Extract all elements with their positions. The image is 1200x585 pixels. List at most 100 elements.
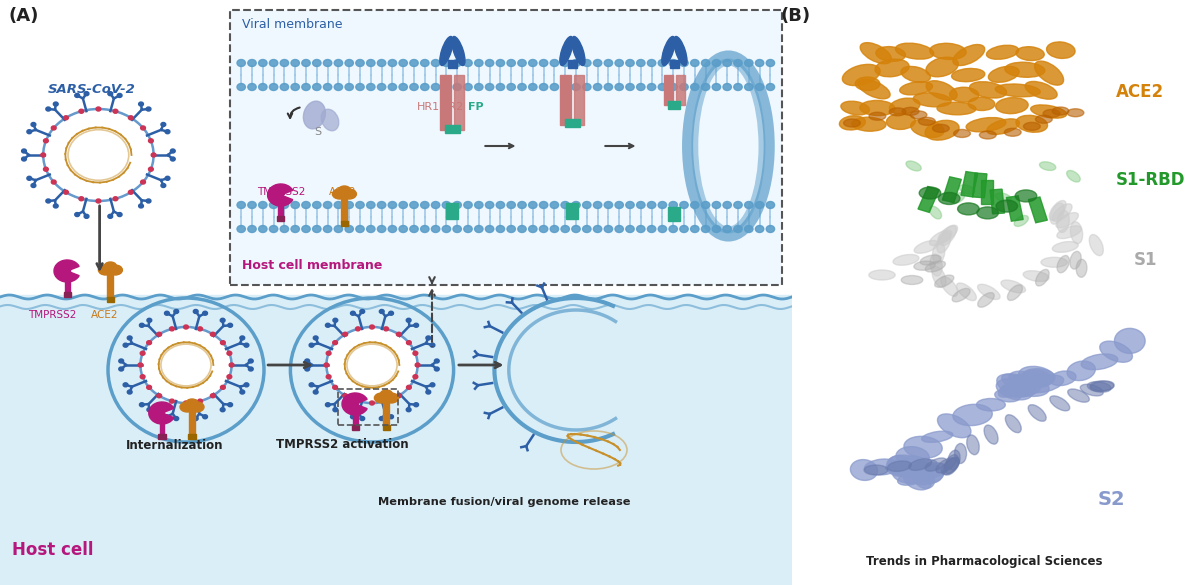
Ellipse shape <box>104 262 116 270</box>
Text: ACE2: ACE2 <box>1116 83 1164 101</box>
Ellipse shape <box>998 379 1026 397</box>
Circle shape <box>108 214 113 218</box>
Ellipse shape <box>989 66 1019 82</box>
Circle shape <box>389 415 394 419</box>
Circle shape <box>113 109 118 113</box>
Circle shape <box>434 367 439 371</box>
Text: S2: S2 <box>1098 490 1126 509</box>
Circle shape <box>614 225 624 232</box>
Circle shape <box>410 201 419 208</box>
Circle shape <box>420 225 430 232</box>
Circle shape <box>582 84 592 91</box>
Ellipse shape <box>840 116 865 130</box>
Circle shape <box>626 60 635 67</box>
Circle shape <box>670 201 677 208</box>
Circle shape <box>396 332 401 336</box>
Circle shape <box>238 225 245 232</box>
Circle shape <box>560 201 570 208</box>
Circle shape <box>518 225 527 232</box>
Bar <box>664 75 673 105</box>
Circle shape <box>722 84 732 91</box>
Ellipse shape <box>856 77 880 91</box>
Ellipse shape <box>953 404 992 426</box>
Circle shape <box>670 60 677 67</box>
Ellipse shape <box>953 44 985 66</box>
Circle shape <box>474 201 482 208</box>
Circle shape <box>744 84 754 91</box>
Circle shape <box>571 60 581 67</box>
Circle shape <box>426 390 431 394</box>
Circle shape <box>454 84 461 91</box>
Circle shape <box>420 84 430 91</box>
Circle shape <box>540 60 548 67</box>
Ellipse shape <box>1036 115 1052 123</box>
Ellipse shape <box>1031 105 1067 118</box>
Circle shape <box>398 60 408 67</box>
Circle shape <box>139 102 144 106</box>
Circle shape <box>324 60 331 67</box>
Circle shape <box>31 184 36 188</box>
Ellipse shape <box>842 64 880 85</box>
Ellipse shape <box>932 124 949 132</box>
Circle shape <box>389 60 396 67</box>
Circle shape <box>414 324 419 327</box>
Bar <box>1007 196 1024 221</box>
Ellipse shape <box>888 461 911 472</box>
Circle shape <box>485 225 494 232</box>
Circle shape <box>146 408 151 412</box>
Circle shape <box>722 60 732 67</box>
Circle shape <box>244 343 248 347</box>
Ellipse shape <box>901 66 930 82</box>
Circle shape <box>474 225 482 232</box>
Circle shape <box>398 201 408 208</box>
Circle shape <box>379 309 384 314</box>
Ellipse shape <box>1090 235 1103 256</box>
Circle shape <box>571 201 581 208</box>
Ellipse shape <box>1028 405 1046 421</box>
Text: SARS-CoV-2: SARS-CoV-2 <box>48 83 136 96</box>
Ellipse shape <box>1050 371 1076 386</box>
Circle shape <box>604 84 613 91</box>
Ellipse shape <box>864 465 888 475</box>
Bar <box>918 187 940 212</box>
Ellipse shape <box>952 288 970 302</box>
Ellipse shape <box>1009 371 1042 388</box>
Bar <box>574 75 584 125</box>
Circle shape <box>497 84 504 91</box>
Ellipse shape <box>984 425 998 444</box>
Circle shape <box>571 225 581 232</box>
Circle shape <box>432 201 439 208</box>
Ellipse shape <box>904 436 942 458</box>
Circle shape <box>370 325 374 329</box>
Ellipse shape <box>932 242 944 264</box>
Circle shape <box>648 225 656 232</box>
Circle shape <box>74 212 79 216</box>
Circle shape <box>146 199 151 203</box>
Circle shape <box>139 204 144 208</box>
Circle shape <box>84 92 89 96</box>
Circle shape <box>161 122 166 126</box>
Circle shape <box>442 84 451 91</box>
Circle shape <box>292 84 300 91</box>
Bar <box>338 389 398 425</box>
Text: (B): (B) <box>780 7 810 25</box>
Circle shape <box>350 415 355 419</box>
Circle shape <box>636 225 646 232</box>
Circle shape <box>259 84 266 91</box>
Circle shape <box>170 157 175 161</box>
Circle shape <box>415 363 420 367</box>
Bar <box>568 60 577 68</box>
Circle shape <box>407 340 412 345</box>
Text: S1: S1 <box>1134 251 1158 269</box>
FancyArrowPatch shape <box>288 108 300 118</box>
Circle shape <box>658 225 667 232</box>
Ellipse shape <box>1091 381 1114 391</box>
Bar <box>566 203 578 219</box>
Circle shape <box>170 149 175 153</box>
Circle shape <box>463 84 473 91</box>
Ellipse shape <box>979 131 996 139</box>
Ellipse shape <box>440 36 452 66</box>
Ellipse shape <box>1115 328 1145 353</box>
Circle shape <box>302 60 310 67</box>
Ellipse shape <box>949 87 979 102</box>
